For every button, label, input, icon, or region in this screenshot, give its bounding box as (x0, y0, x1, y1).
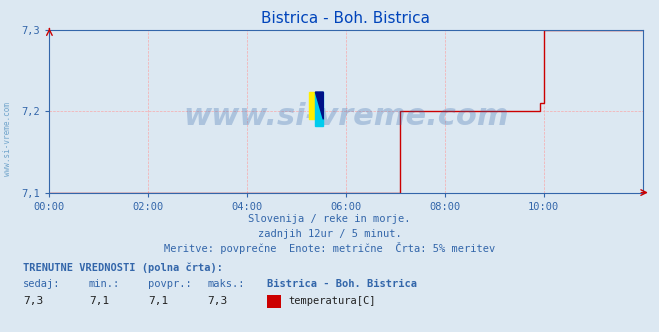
Text: www.si-vreme.com: www.si-vreme.com (183, 102, 509, 130)
Bar (309, 92, 316, 120)
Text: 7,3: 7,3 (208, 296, 228, 306)
Text: povpr.:: povpr.: (148, 279, 192, 289)
Bar (316, 92, 324, 126)
Title: Bistrica - Boh. Bistrica: Bistrica - Boh. Bistrica (262, 11, 430, 26)
Text: 7,3: 7,3 (23, 296, 43, 306)
Text: 7,1: 7,1 (148, 296, 169, 306)
Text: Meritve: povprečne  Enote: metrične  Črta: 5% meritev: Meritve: povprečne Enote: metrične Črta:… (164, 242, 495, 254)
Text: temperatura[C]: temperatura[C] (288, 296, 376, 306)
Text: min.:: min.: (89, 279, 120, 289)
Text: maks.:: maks.: (208, 279, 245, 289)
Text: TRENUTNE VREDNOSTI (polna črta):: TRENUTNE VREDNOSTI (polna črta): (23, 262, 223, 273)
Polygon shape (316, 92, 324, 120)
Text: www.si-vreme.com: www.si-vreme.com (3, 103, 13, 176)
Text: sedaj:: sedaj: (23, 279, 61, 289)
Text: Bistrica - Boh. Bistrica: Bistrica - Boh. Bistrica (267, 279, 417, 289)
Text: Slovenija / reke in morje.: Slovenija / reke in morje. (248, 214, 411, 224)
Text: 7,1: 7,1 (89, 296, 109, 306)
Text: zadnjih 12ur / 5 minut.: zadnjih 12ur / 5 minut. (258, 229, 401, 239)
